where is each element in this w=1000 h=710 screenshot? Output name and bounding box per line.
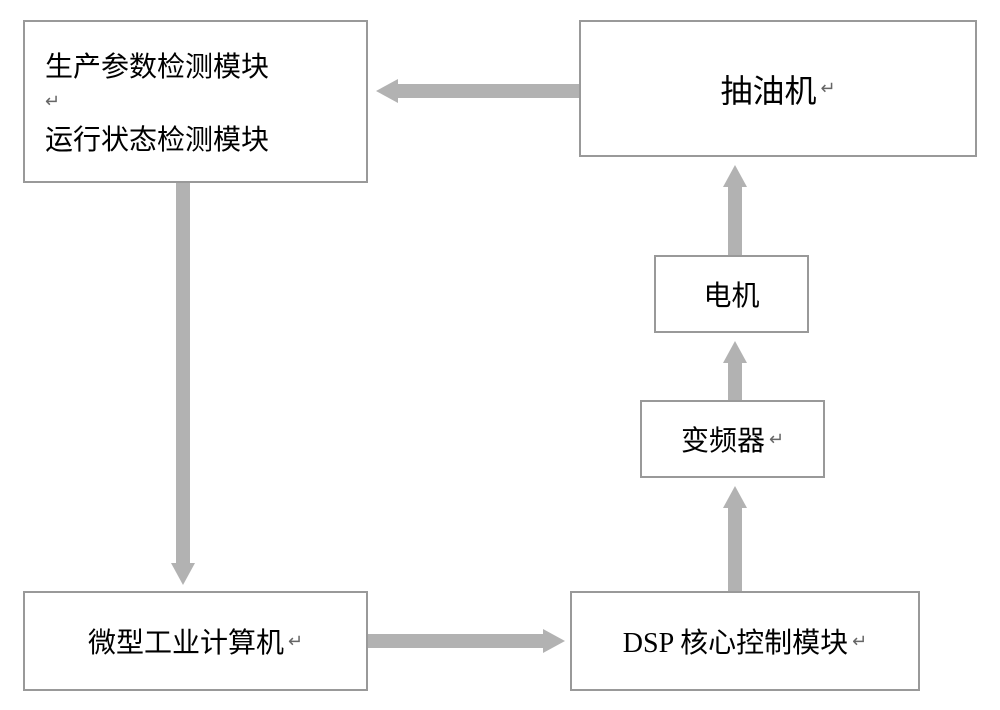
node-detection-line1-wrap: 生产参数检测模块 — [45, 45, 269, 85]
node-inverter: 变频器 ↵ — [640, 400, 825, 478]
arrow-motor-to-pump-head — [723, 165, 747, 187]
node-pump-label: 抽油机 — [720, 66, 816, 112]
arrow-motor-to-pump-shaft — [728, 187, 742, 255]
node-motor: 电机 — [654, 255, 809, 333]
arrow-inverter-to-motor-head — [723, 341, 747, 363]
arrow-dsp-to-inverter-head — [723, 486, 747, 508]
node-inverter-label: 变频器 — [681, 419, 765, 459]
node-computer: 微型工业计算机 ↵ — [23, 591, 368, 691]
return-mark-icon: ↵ — [45, 91, 60, 112]
arrow-computer-to-dsp-head — [543, 629, 565, 653]
arrow-dsp-to-inverter-shaft — [728, 508, 742, 591]
node-detection-return-wrap: ↵ — [45, 91, 60, 112]
arrow-computer-to-dsp-shaft — [368, 634, 543, 648]
node-detection-line2: 运行状态检测模块 — [45, 118, 269, 158]
node-pump: 抽油机 ↵ — [579, 20, 977, 157]
return-mark-icon: ↵ — [852, 631, 867, 652]
node-dsp: DSP 核心控制模块 ↵ — [570, 591, 920, 691]
node-detection-line1: 生产参数检测模块 — [45, 45, 269, 85]
arrow-pump-to-detection-shaft — [398, 84, 579, 98]
arrow-inverter-to-motor-shaft — [728, 363, 742, 400]
node-computer-label: 微型工业计算机 — [88, 621, 284, 661]
arrow-detection-to-computer-shaft — [176, 183, 190, 563]
return-mark-icon: ↵ — [820, 78, 835, 99]
arrow-detection-to-computer-head — [171, 563, 195, 585]
return-mark-icon: ↵ — [769, 429, 784, 450]
node-detection: 生产参数检测模块 ↵ 运行状态检测模块 — [23, 20, 368, 183]
return-mark-icon: ↵ — [288, 631, 303, 652]
node-dsp-label: DSP 核心控制模块 — [623, 621, 848, 661]
node-motor-label: 电机 — [703, 274, 759, 314]
arrow-pump-to-detection-head — [376, 79, 398, 103]
node-detection-line2-wrap: 运行状态检测模块 — [45, 118, 269, 158]
